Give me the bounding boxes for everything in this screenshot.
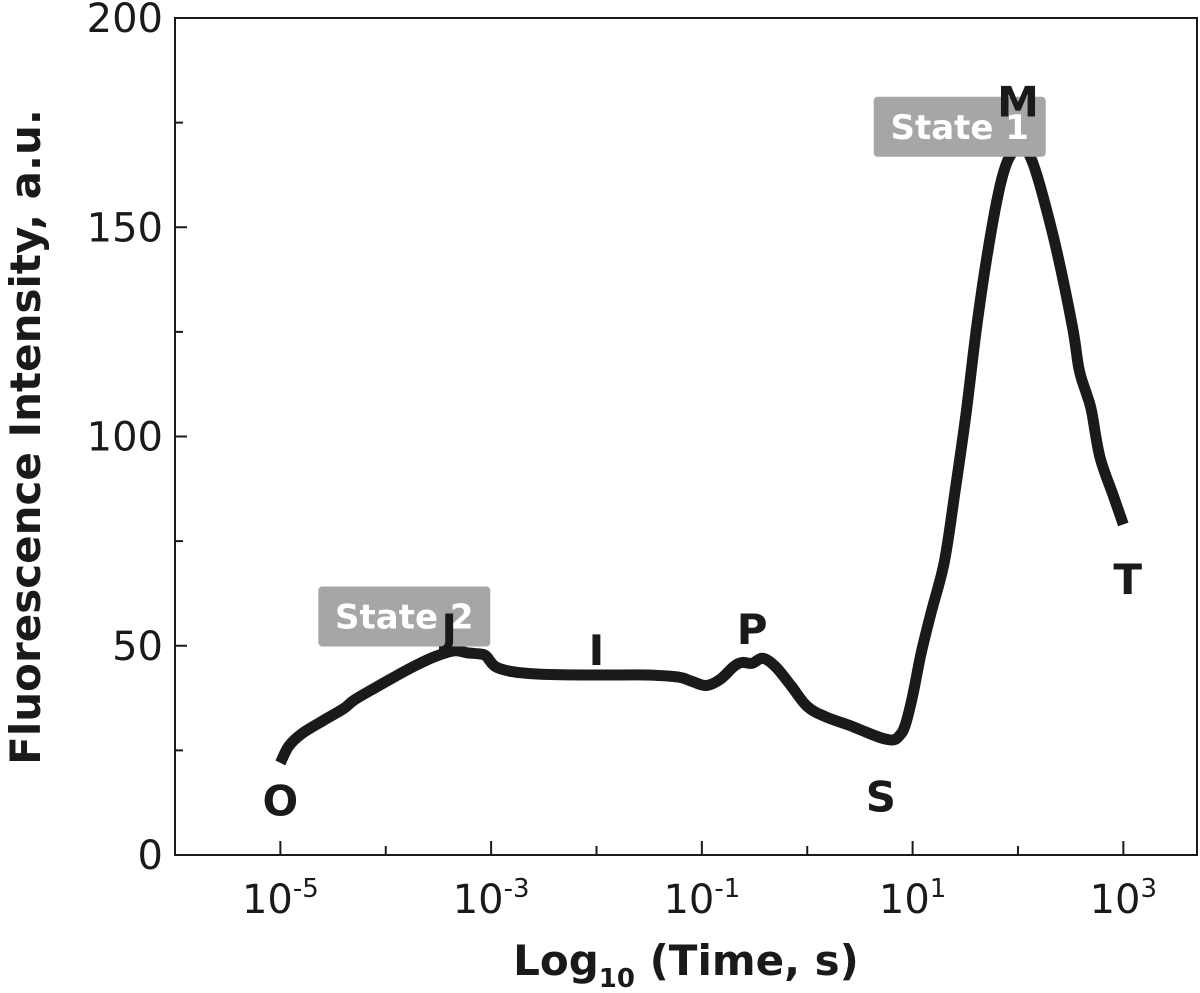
point-label-s: S <box>866 772 896 821</box>
fluorescence-curve <box>275 141 1129 766</box>
y-tick-label: 200 <box>87 0 163 42</box>
point-labels: O J I P S M T <box>263 78 1143 826</box>
x-tick-label: 101 <box>879 874 946 923</box>
x-axis-title: Log10 (Time, s) <box>513 936 859 993</box>
series <box>275 141 1129 766</box>
ticks <box>175 17 1125 856</box>
state-badge: State 1 <box>873 96 1046 157</box>
state-badge-bg <box>318 586 491 647</box>
point-label-o: O <box>263 777 299 826</box>
point-label-m: M <box>997 78 1039 127</box>
y-axis-title: Fluorescence Intensity, a.u. <box>1 109 50 765</box>
x-tick-label: 103 <box>1090 874 1157 923</box>
point-label-t: T <box>1113 555 1142 604</box>
point-label-i: I <box>589 626 605 675</box>
x-tick-label: 10-5 <box>242 874 319 923</box>
state-badge-label: State 2 <box>335 597 474 637</box>
point-label-p: P <box>737 605 768 654</box>
tick-labels: 0 50 100 150 200 10-5 10-3 10-1 101 103 <box>87 0 1157 923</box>
state-badge-bg <box>873 96 1046 157</box>
x-axis-title-main: Log <box>513 936 599 985</box>
annotations: State 2 State 1 <box>318 96 1046 647</box>
y-tick-label: 50 <box>112 624 163 670</box>
point-label-j: J <box>438 605 457 654</box>
y-tick-label: 100 <box>87 415 163 461</box>
x-tick-label: 10-3 <box>453 874 530 923</box>
state-badge: State 2 <box>318 586 491 647</box>
x-tick-label: 10-1 <box>663 874 740 923</box>
state-badge-label: State 1 <box>890 108 1029 148</box>
y-tick-label: 150 <box>87 205 163 251</box>
y-tick-label: 0 <box>138 833 163 879</box>
x-axis-title-rest: (Time, s) <box>635 936 859 985</box>
x-axis-title-subscript: 10 <box>599 964 635 993</box>
